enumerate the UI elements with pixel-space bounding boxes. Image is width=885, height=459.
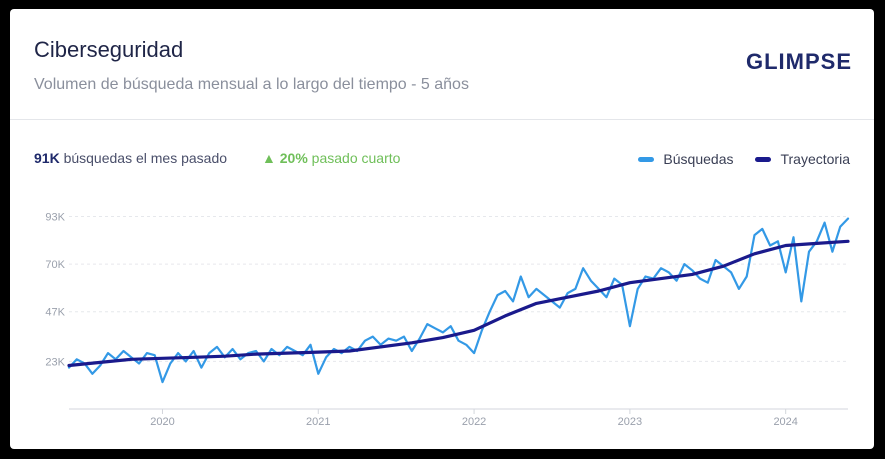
- x-tick-label: 2024: [773, 416, 797, 428]
- legend-item-busquedas[interactable]: Búsquedas: [638, 151, 733, 167]
- line-chart: 23K 47K 70K 93K 2020 2021 2022 2023 2024: [45, 211, 850, 428]
- quarter-change-stat: ▲ 20% pasado cuarto: [262, 150, 400, 166]
- last-month-value: 91K: [34, 150, 60, 166]
- legend-item-trayectoria[interactable]: Trayectoria: [755, 151, 850, 167]
- header-divider: [10, 119, 874, 120]
- x-tick-label: 2022: [462, 416, 486, 428]
- x-tick-label: 2023: [618, 416, 642, 428]
- y-tick-label: 47K: [45, 307, 65, 319]
- y-tick-label: 93K: [45, 211, 65, 223]
- chart-card: Ciberseguridad Volumen de búsqueda mensu…: [10, 9, 874, 449]
- glimpse-logo: GLIMPSE: [745, 49, 852, 74]
- chart-subtitle: Volumen de búsqueda mensual a lo largo d…: [34, 76, 469, 93]
- last-month-stat: 91K búsquedas el mes pasado: [34, 150, 227, 166]
- y-tick-label: 23K: [45, 356, 65, 368]
- change-label: pasado cuarto: [311, 150, 401, 166]
- legend-swatch-trayectoria: [755, 156, 772, 162]
- x-tick-label: 2020: [150, 416, 174, 428]
- legend-label-busquedas: Búsquedas: [663, 151, 734, 167]
- series-line-trayectoria: [67, 239, 850, 368]
- change-percent: 20%: [279, 150, 308, 166]
- chart-legend: Búsquedas Trayectoria: [638, 151, 850, 167]
- up-arrow-icon: ▲: [262, 150, 276, 166]
- x-tick-label: 2021: [306, 416, 330, 428]
- y-tick-label: 70K: [45, 259, 65, 271]
- legend-label-trayectoria: Trayectoria: [780, 151, 850, 167]
- last-month-label: búsquedas el mes pasado: [63, 150, 228, 166]
- series-line-busquedas: [67, 217, 850, 384]
- legend-swatch-busquedas: [638, 156, 655, 162]
- chart-title: Ciberseguridad: [34, 37, 184, 62]
